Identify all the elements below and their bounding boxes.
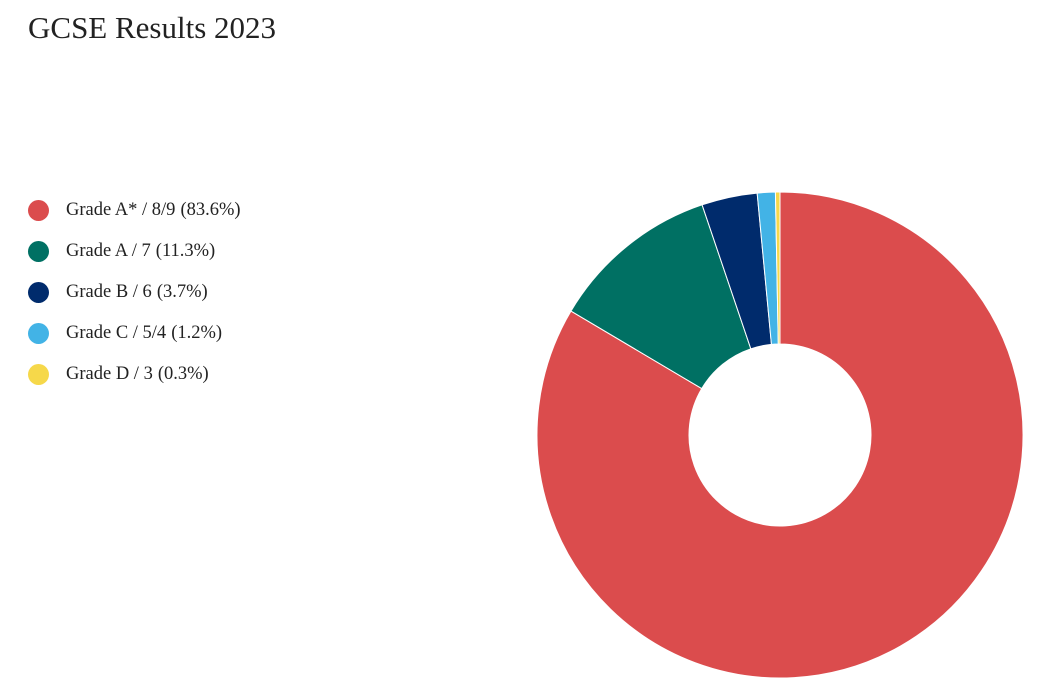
legend-swatch: [28, 364, 49, 385]
legend-label: Grade D / 3: [66, 364, 153, 384]
legend-swatch: [28, 200, 49, 221]
donut-slice-4[interactable]: [774, 191, 781, 345]
legend-item-grade-b[interactable]: Grade B / 6 (3.7%): [28, 272, 241, 313]
legend-swatch: [28, 241, 49, 262]
legend-item-grade-c[interactable]: Grade C / 5/4 (1.2%): [28, 313, 241, 354]
legend-value: (11.3%): [155, 241, 216, 261]
donut-slice-1[interactable]: [570, 204, 752, 390]
legend-value: (83.6%): [180, 200, 241, 220]
legend-value: (3.7%): [156, 282, 208, 302]
legend-swatch: [28, 282, 49, 303]
legend-value: (0.3%): [157, 364, 209, 384]
donut-slices: [536, 191, 1024, 679]
legend-value: (1.2%): [171, 323, 223, 343]
legend-label: Grade C / 5/4: [66, 323, 167, 343]
legend-label: Grade A / 7: [66, 241, 151, 261]
legend-label: Grade A* / 8/9: [66, 200, 176, 220]
legend: Grade A* / 8/9 (83.6%) Grade A / 7 (11.3…: [28, 190, 241, 395]
legend-item-grade-a-star[interactable]: Grade A* / 8/9 (83.6%): [28, 190, 241, 231]
chart-title: GCSE Results 2023: [28, 10, 277, 45]
legend-item-grade-a[interactable]: Grade A / 7 (11.3%): [28, 231, 241, 272]
legend-swatch: [28, 323, 49, 344]
donut-chart: [536, 191, 1024, 679]
legend-item-grade-d[interactable]: Grade D / 3 (0.3%): [28, 354, 241, 395]
legend-label: Grade B / 6: [66, 282, 152, 302]
donut-slice-0[interactable]: [536, 191, 1024, 679]
